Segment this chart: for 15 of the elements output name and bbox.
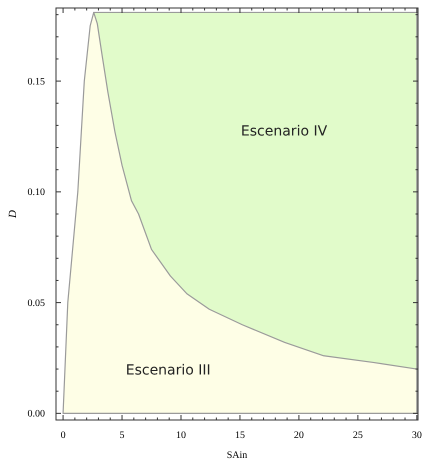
y-axis-title: D	[7, 210, 19, 219]
y-tick-label: 0.00	[28, 408, 45, 420]
y-tick-label: 0.15	[28, 76, 45, 88]
x-axis-title: SAin	[226, 450, 248, 461]
y-tick-label: 0.10	[28, 187, 45, 198]
x-tick-label: 20	[294, 430, 304, 442]
x-tick-label: 30	[412, 430, 422, 442]
x-tick-label: 0	[60, 430, 66, 442]
x-tick-label: 10	[176, 430, 186, 442]
annotation: Escenario III	[126, 362, 211, 378]
annotation: Escenario IV	[240, 123, 328, 140]
y-tick-label: 0.05	[28, 298, 45, 309]
x-tick-label: 25	[352, 430, 363, 442]
x-tick-label: 5	[120, 430, 125, 442]
x-tick-label: 15	[234, 430, 245, 442]
